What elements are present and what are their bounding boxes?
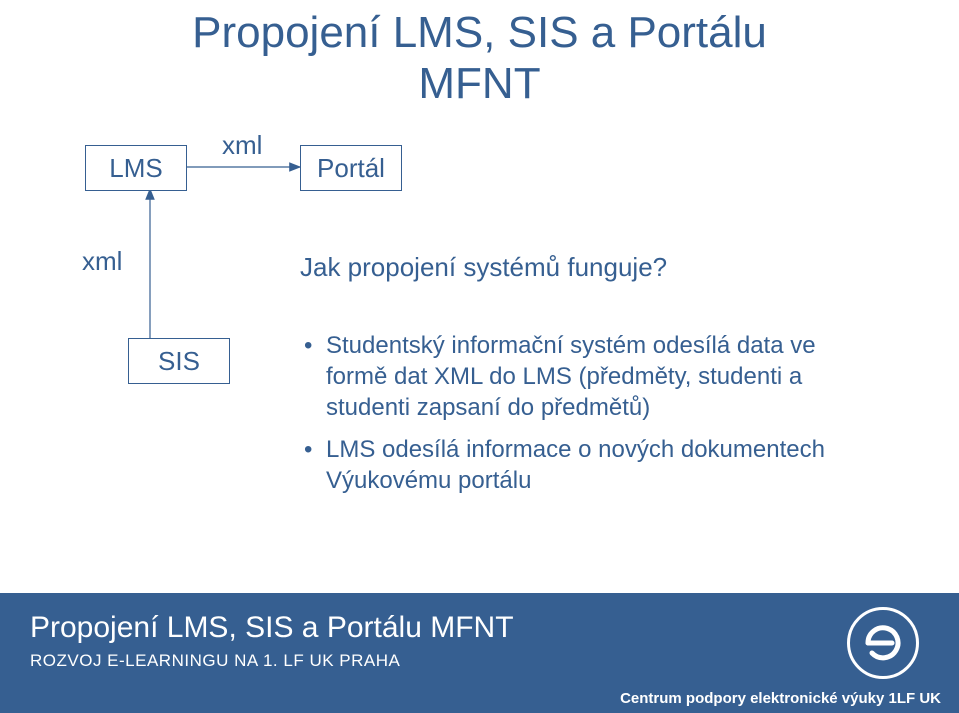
box-portal: Portál: [300, 145, 402, 191]
footer-title: Propojení LMS, SIS a Portálu MFNT: [30, 611, 514, 645]
footer: Propojení LMS, SIS a Portálu MFNT ROZVOJ…: [0, 593, 959, 713]
box-sis: SIS: [128, 338, 230, 384]
label-xml-top: xml: [222, 130, 262, 161]
question-text: Jak propojení systémů funguje?: [300, 252, 667, 283]
bullet-item: Studentský informační systém odesílá dat…: [326, 330, 880, 424]
footer-subtitle: ROZVOJ E-LEARNINGU NA 1. LF UK PRAHA: [30, 651, 400, 671]
question-text-span: Jak propojení systémů funguje?: [300, 252, 667, 282]
box-lms-label: LMS: [109, 153, 162, 184]
bullet-item-text: LMS odesílá informace o nových dokumente…: [326, 436, 825, 494]
bullet-item: LMS odesílá informace o nových dokumente…: [326, 434, 880, 496]
label-xml-left-text: xml: [82, 246, 122, 276]
footer-right-text: Centrum podpory elektronické výuky 1LF U…: [620, 690, 941, 707]
box-lms: LMS: [85, 145, 187, 191]
label-xml-top-text: xml: [222, 130, 262, 160]
label-xml-left: xml: [82, 246, 122, 277]
box-sis-label: SIS: [158, 346, 200, 377]
box-portal-label: Portál: [317, 153, 385, 184]
e-logo-icon: [847, 607, 919, 679]
bullet-list: Studentský informační systém odesílá dat…: [300, 330, 880, 506]
bullet-item-text: Studentský informační systém odesílá dat…: [326, 332, 816, 421]
